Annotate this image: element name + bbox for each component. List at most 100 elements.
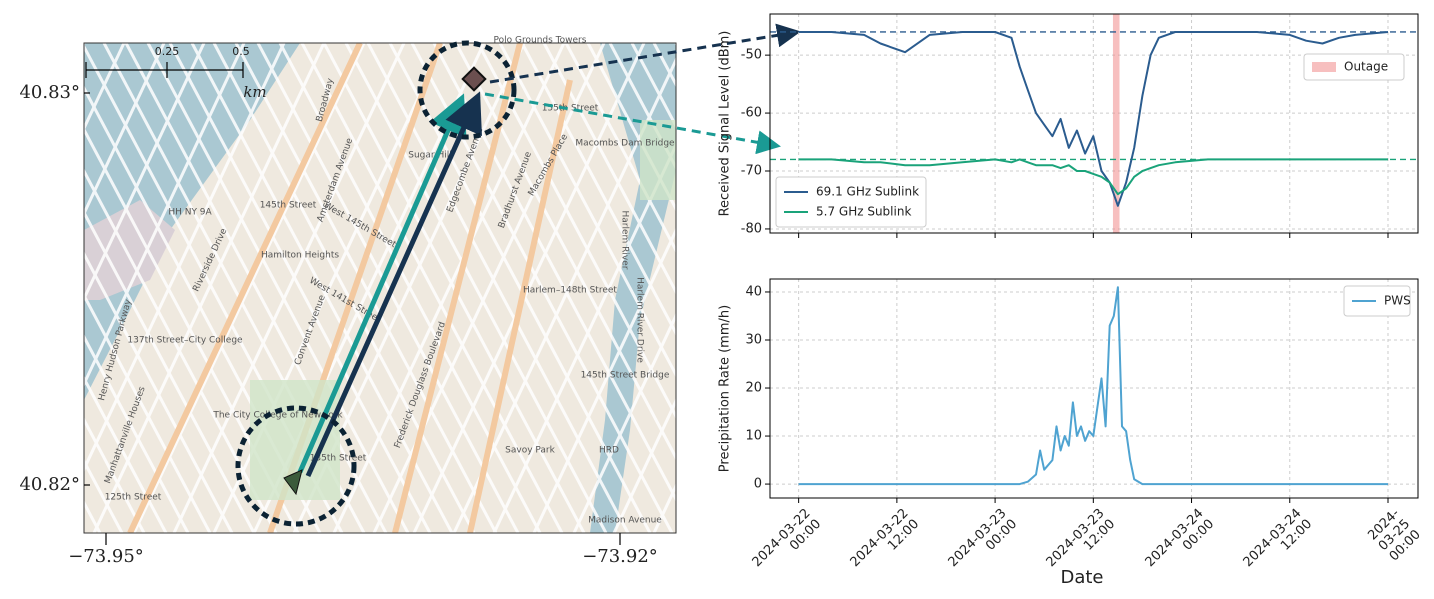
site-marker (283, 469, 303, 496)
street (172, 43, 406, 533)
map-label: 155th Street (542, 104, 599, 114)
legend-swatch (1312, 62, 1336, 72)
site-circle (417, 40, 517, 140)
map-label: Madison Avenue (588, 516, 662, 526)
street (84, 167, 278, 533)
street (190, 43, 454, 533)
street (84, 43, 86, 47)
street (0, 43, 4, 533)
legend-label: Outage (1344, 60, 1388, 74)
plot-frame (769, 278, 1419, 499)
legend-label: 5.7 GHz Sublink (816, 205, 911, 219)
street (498, 43, 676, 378)
street (764, 43, 1024, 533)
street (0, 43, 34, 533)
map-label: Polo Grounds Towers (494, 36, 587, 46)
site-circle (235, 405, 357, 527)
map-label: HRD (599, 446, 619, 456)
street (572, 312, 676, 533)
street (256, 43, 520, 533)
street (542, 43, 676, 295)
street (344, 43, 608, 533)
street (84, 333, 190, 533)
map-label: Harlem River Drive (635, 277, 645, 363)
street (852, 43, 1112, 533)
street (332, 43, 566, 533)
street (84, 43, 166, 217)
street (132, 43, 366, 533)
x-axis-label: Date (1060, 567, 1103, 588)
street (92, 43, 326, 533)
street (652, 43, 676, 88)
map-label: 135th Street (310, 454, 367, 464)
street (84, 43, 126, 132)
lon-label: −73.92° (582, 546, 658, 567)
street (586, 43, 676, 213)
outage-span (1112, 14, 1120, 233)
site-marker (461, 66, 487, 92)
y-tick-label: -70 (741, 164, 762, 179)
map-label: Macombs Dam Bridge (575, 139, 675, 149)
y-tick-label: 10 (745, 429, 762, 444)
series-line (798, 286, 1388, 486)
y-tick-label: 0 (754, 477, 762, 492)
map-label: The City College of New York (212, 411, 343, 421)
map-label: Savoy Park (505, 446, 555, 456)
street (84, 250, 234, 533)
street (372, 43, 606, 533)
y-tick-label: 20 (745, 381, 762, 396)
legend-box (775, 176, 927, 228)
street (0, 43, 44, 533)
legend-box (1303, 53, 1405, 81)
street (146, 43, 410, 533)
link-57 (297, 93, 467, 473)
scale-label: 0.5 (232, 45, 250, 58)
street (84, 375, 168, 533)
street (300, 43, 564, 533)
street (84, 43, 206, 303)
lat-label: 40.82° (19, 474, 80, 495)
street (0, 43, 78, 533)
street (1014, 43, 1244, 533)
legend-label: PWS (1384, 294, 1411, 308)
street (84, 209, 256, 533)
street (84, 43, 246, 388)
map-label: Harlem River (620, 211, 630, 270)
map-label: HH NY 9A (168, 208, 212, 218)
scale-label: 0.25 (155, 45, 180, 58)
street (612, 397, 676, 533)
lat-label: 40.83° (19, 82, 80, 103)
street (774, 43, 1004, 533)
map-label: Hamilton Heights (261, 251, 339, 261)
street (742, 43, 1002, 533)
legend-label: 69.1 GHz Sublink (816, 185, 919, 199)
plot-frame (769, 13, 1419, 234)
map (0, 43, 1244, 533)
y-axis-label: Precipitation Rate (mm/h) (718, 305, 733, 472)
lon-label: −73.95° (68, 546, 144, 567)
map-label: Harlem–148th Street (523, 286, 617, 296)
street (854, 43, 1084, 533)
street (698, 43, 958, 533)
y-axis-label: Received Signal Level (dBm) (718, 31, 733, 217)
map-label: 125th Street (105, 493, 162, 503)
street (564, 43, 676, 254)
street (532, 226, 676, 533)
y-tick-label: 40 (745, 284, 762, 299)
map-label: 137th Street–City College (127, 336, 243, 346)
pointer-arrow (484, 92, 781, 155)
street (652, 482, 676, 533)
scale-unit: km (243, 83, 266, 101)
street (322, 43, 586, 533)
street (974, 43, 1204, 533)
street (212, 43, 476, 533)
street (894, 43, 1124, 533)
street (0, 43, 56, 533)
y-tick-label: 30 (745, 332, 762, 347)
street (814, 43, 1044, 533)
series-line (798, 31, 1389, 207)
street (84, 416, 146, 533)
street (0, 43, 12, 533)
